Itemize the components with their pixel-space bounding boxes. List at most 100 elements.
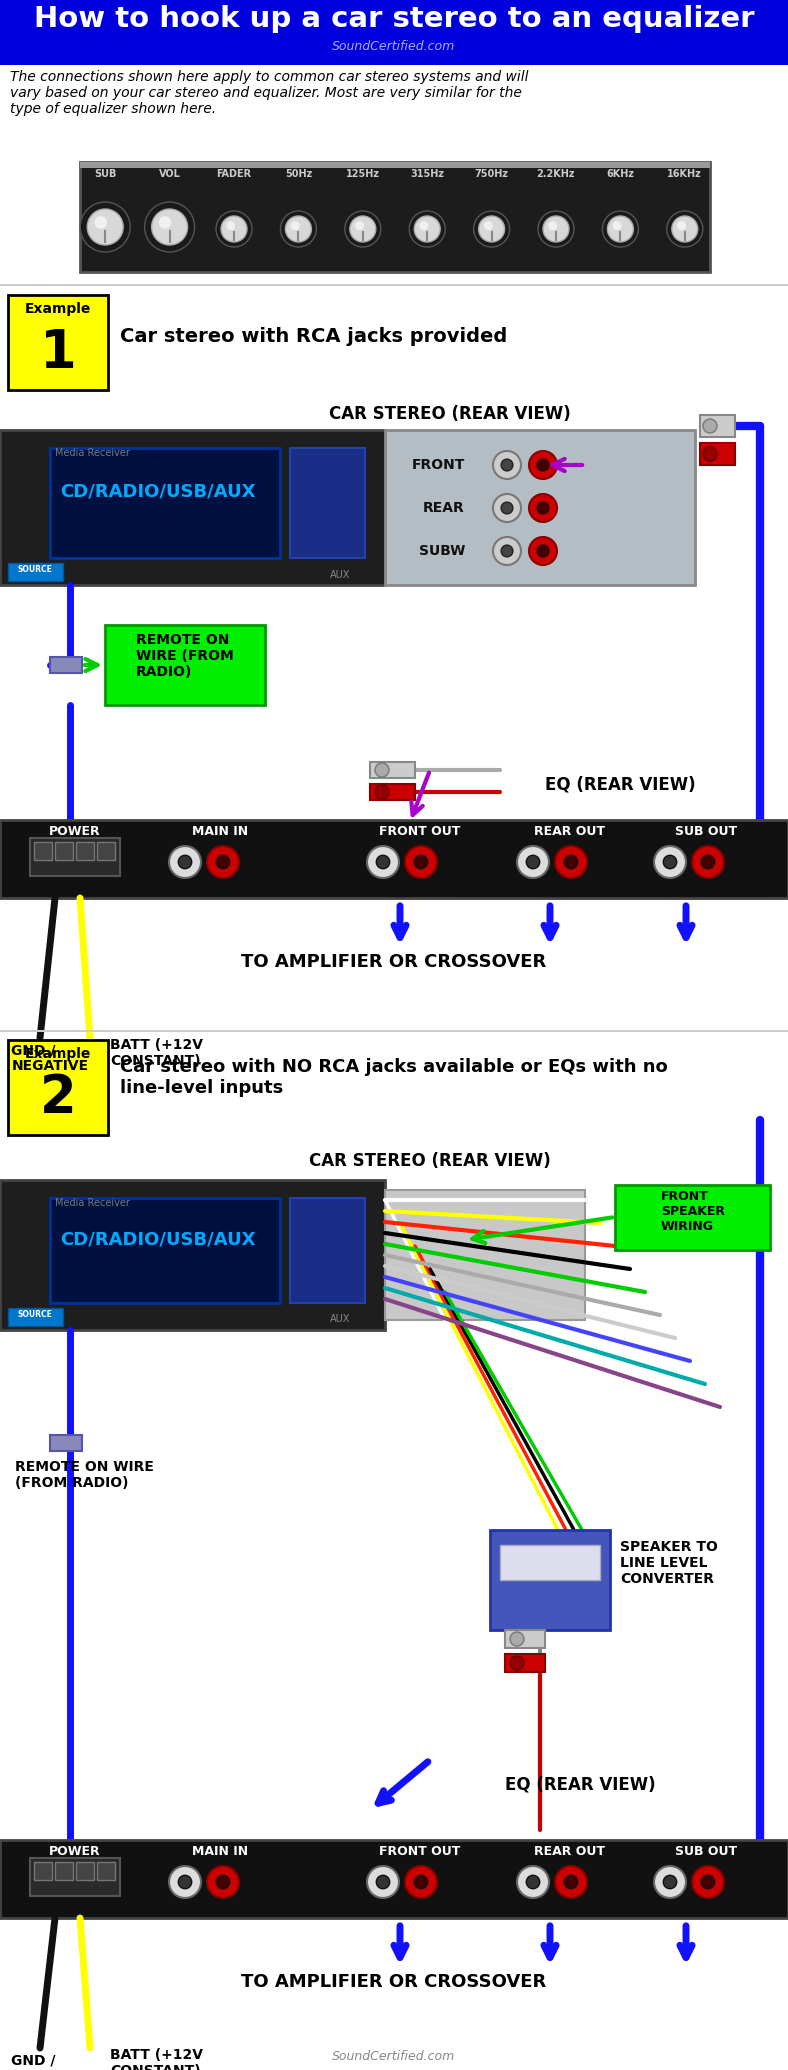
Bar (8, 1039, 108, 1134)
Bar (8, 563, 63, 582)
Text: SUB OUT: SUB OUT (675, 826, 737, 838)
Circle shape (555, 847, 587, 878)
Circle shape (667, 211, 703, 246)
Circle shape (701, 1875, 715, 1888)
Circle shape (564, 1875, 578, 1888)
Bar (385, 431, 695, 586)
Circle shape (537, 503, 549, 513)
Bar (80, 161, 710, 271)
Text: 16KHz: 16KHz (667, 170, 702, 178)
Circle shape (414, 855, 428, 869)
Bar (700, 414, 735, 437)
Circle shape (377, 1875, 390, 1888)
Circle shape (654, 847, 686, 878)
Bar (490, 1530, 610, 1629)
Circle shape (291, 221, 299, 230)
Text: CAR STEREO (REAR VIEW): CAR STEREO (REAR VIEW) (329, 406, 571, 422)
Text: POWER: POWER (49, 826, 101, 838)
Circle shape (375, 785, 389, 799)
Bar (97, 842, 115, 859)
Text: BATT (+12V
CONSTANT): BATT (+12V CONSTANT) (110, 1037, 203, 1068)
Bar (500, 1544, 600, 1579)
Circle shape (564, 855, 578, 869)
Text: REAR: REAR (423, 501, 465, 515)
Text: The connections shown here apply to common car stereo systems and will
vary base: The connections shown here apply to comm… (10, 70, 529, 116)
Circle shape (216, 211, 252, 246)
Text: EQ (REAR VIEW): EQ (REAR VIEW) (504, 1774, 656, 1793)
Bar (76, 1863, 94, 1880)
Text: 2.2KHz: 2.2KHz (537, 170, 575, 178)
Text: REMOTE ON WIRE
(FROM RADIO): REMOTE ON WIRE (FROM RADIO) (15, 1459, 154, 1490)
Bar (290, 1199, 365, 1302)
Text: CD/RADIO/USB/AUX: CD/RADIO/USB/AUX (60, 482, 255, 501)
Circle shape (367, 847, 399, 878)
Circle shape (281, 211, 317, 246)
Bar (50, 656, 82, 673)
Circle shape (529, 495, 557, 522)
Circle shape (602, 211, 638, 246)
Circle shape (537, 460, 549, 470)
Circle shape (484, 221, 493, 230)
Text: EQ (REAR VIEW): EQ (REAR VIEW) (545, 774, 695, 793)
Bar (290, 447, 365, 559)
Text: Example: Example (24, 1047, 91, 1062)
Circle shape (493, 451, 521, 478)
Circle shape (526, 1875, 540, 1888)
Text: SoundCertified.com: SoundCertified.com (333, 39, 455, 54)
Circle shape (517, 847, 549, 878)
Bar (105, 625, 265, 706)
Text: REAR OUT: REAR OUT (534, 826, 605, 838)
Circle shape (350, 215, 376, 242)
Text: POWER: POWER (49, 1844, 101, 1859)
Bar (80, 161, 710, 168)
Text: 2: 2 (39, 1072, 76, 1124)
Bar (615, 1184, 770, 1250)
Circle shape (145, 203, 195, 253)
Bar (385, 1190, 585, 1321)
Text: TO AMPLIFIER OR CROSSOVER: TO AMPLIFIER OR CROSSOVER (241, 952, 547, 971)
Circle shape (663, 855, 677, 869)
Text: 6KHz: 6KHz (607, 170, 634, 178)
Bar (76, 842, 94, 859)
Text: SUBW: SUBW (418, 544, 465, 559)
Text: SoundCertified.com: SoundCertified.com (333, 2049, 455, 2064)
Circle shape (517, 1865, 549, 1898)
Circle shape (608, 215, 634, 242)
Circle shape (701, 855, 715, 869)
Bar (30, 1859, 120, 1896)
Bar (8, 296, 108, 389)
Circle shape (87, 209, 123, 244)
Circle shape (677, 221, 686, 230)
Circle shape (478, 215, 504, 242)
Circle shape (501, 544, 513, 557)
Text: SOURCE: SOURCE (17, 565, 53, 573)
Text: AUX: AUX (330, 1314, 350, 1325)
Circle shape (703, 418, 717, 433)
Circle shape (692, 847, 724, 878)
Bar (0, 431, 385, 586)
Circle shape (367, 1865, 399, 1898)
Circle shape (207, 847, 239, 878)
Text: CD/RADIO/USB/AUX: CD/RADIO/USB/AUX (60, 1230, 255, 1248)
Circle shape (654, 1865, 686, 1898)
Circle shape (409, 211, 445, 246)
Circle shape (345, 211, 381, 246)
Bar (0, 820, 788, 898)
Text: MAIN IN: MAIN IN (192, 1844, 248, 1859)
Circle shape (178, 855, 191, 869)
Circle shape (419, 221, 429, 230)
Circle shape (537, 544, 549, 557)
Text: AUX: AUX (330, 569, 350, 580)
Text: Media Receiver: Media Receiver (55, 447, 130, 457)
Circle shape (555, 1865, 587, 1898)
Text: VOL: VOL (158, 170, 180, 178)
Circle shape (159, 215, 172, 230)
Circle shape (285, 215, 311, 242)
Text: How to hook up a car stereo to an equalizer: How to hook up a car stereo to an equali… (34, 4, 754, 33)
Text: FRONT OUT: FRONT OUT (379, 826, 461, 838)
Text: 1: 1 (39, 327, 76, 379)
Text: GND /
NEGATIVE: GND / NEGATIVE (12, 1043, 88, 1072)
Text: Media Receiver: Media Receiver (55, 1199, 130, 1209)
Circle shape (377, 855, 390, 869)
Circle shape (510, 1656, 524, 1670)
